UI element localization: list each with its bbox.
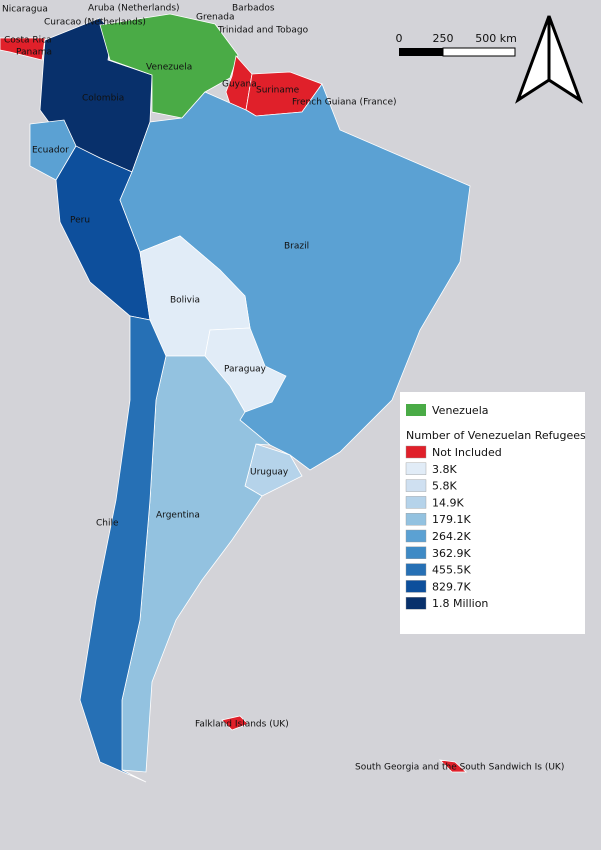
legend-swatch (405, 496, 427, 509)
legend-label: 455.5K (432, 564, 471, 577)
country-label: Brazil (284, 242, 309, 252)
country-label: Barbados (232, 4, 275, 14)
legend-label: 1.8 Million (432, 597, 488, 610)
legend-swatch (405, 479, 427, 492)
legend-swatch (405, 462, 427, 475)
country-label: Chile (96, 519, 119, 529)
country-label: Panama (16, 48, 52, 58)
north-arrow (515, 15, 583, 104)
legend-label: 179.1K (432, 513, 471, 526)
scale-label: 500 km (475, 32, 517, 45)
country-label: Argentina (156, 511, 200, 521)
country-label: South Georgia and the South Sandwich Is … (355, 763, 564, 773)
legend-swatch (405, 563, 427, 576)
country-label: Guyana (222, 80, 257, 90)
legend-swatch (405, 513, 427, 526)
legend-swatch (405, 546, 427, 559)
legend-heading: Number of Venezuelan Refugees (406, 429, 586, 442)
country-label: Nicaragua (2, 5, 48, 15)
legend-label: Not Included (432, 446, 502, 459)
country-label: Venezuela (146, 63, 192, 73)
country-label: Costa Rica (4, 36, 52, 46)
country-label: Aruba (Netherlands) (88, 4, 180, 14)
legend-swatch (405, 445, 427, 459)
north-arrow-right (547, 15, 583, 104)
south-georgia (438, 759, 468, 773)
legend: Venezuela Number of Venezuelan Refugees No… (400, 392, 586, 634)
legend-label: 14.9K (432, 496, 464, 509)
falklands (221, 715, 249, 731)
country-label: Grenada (196, 13, 234, 23)
scale-label: 0 (396, 32, 403, 45)
legend-label: 362.9K (432, 547, 471, 560)
country-label: Suriname (256, 86, 300, 96)
scale-label: 250 (433, 32, 454, 45)
legend-swatch (405, 529, 427, 543)
legend-label: 5.8K (432, 480, 457, 493)
legend-swatch (405, 580, 427, 593)
legend-label: Venezuela (432, 404, 489, 417)
legend-label: 264.2K (432, 530, 471, 543)
country-label: Uruguay (250, 468, 289, 478)
legend-label: 829.7K (432, 580, 471, 593)
country-label: Falkland Islands (UK) (195, 720, 289, 730)
country-label: Bolivia (170, 296, 200, 306)
panama (0, 37, 46, 61)
country-label: French Guiana (France) (292, 98, 397, 108)
country-label: Paraguay (224, 365, 267, 375)
country-label: Curacao (Netherlands) (44, 18, 146, 28)
country-label: Colombia (82, 94, 124, 104)
countries (0, 13, 471, 783)
chile (79, 315, 167, 783)
legend-box (400, 392, 585, 634)
legend-swatch (405, 597, 427, 610)
country-label: Ecuador (32, 146, 69, 156)
country-label: Trinidad and Tobago (217, 26, 309, 36)
legend-swatch (406, 404, 426, 416)
legend-label: 3.8K (432, 463, 457, 476)
labels: Nicaragua Aruba (Netherlands) Barbados C… (2, 4, 564, 773)
country-label: Peru (70, 216, 90, 226)
scale-segment (442, 47, 516, 57)
scale-segment (399, 48, 443, 56)
scale-bar: 0 250 500 km (396, 32, 517, 57)
